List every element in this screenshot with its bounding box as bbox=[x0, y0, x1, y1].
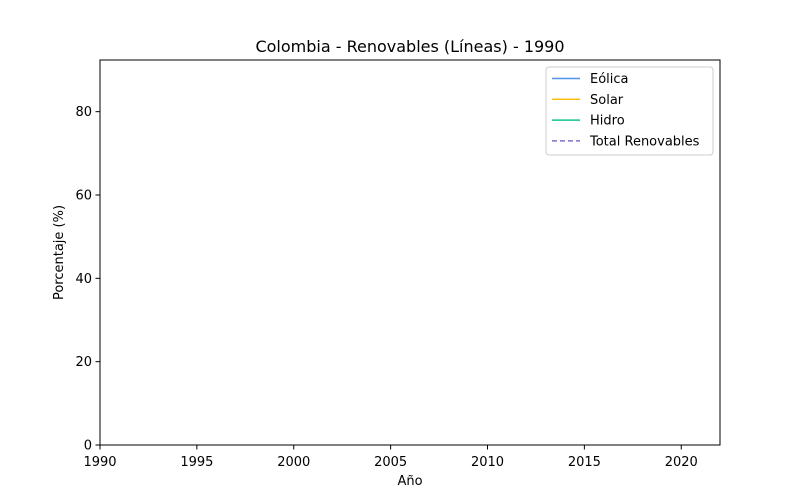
x-axis: 1990 1995 2000 2005 2010 2015 2020 bbox=[83, 445, 698, 470]
y-tick-label: 60 bbox=[75, 189, 92, 204]
x-tick-label: 2010 bbox=[471, 455, 504, 470]
y-tick-label: 40 bbox=[75, 272, 92, 287]
legend-label: Eólica bbox=[590, 72, 629, 87]
y-axis: 0 20 40 60 80 bbox=[75, 105, 100, 454]
y-tick-label: 0 bbox=[84, 439, 92, 454]
x-tick-label: 2000 bbox=[277, 455, 310, 470]
y-axis-label: Porcentaje (%) bbox=[52, 205, 67, 300]
y-tick-label: 20 bbox=[75, 355, 92, 370]
legend-label: Hidro bbox=[590, 114, 625, 129]
x-axis-label: Año bbox=[397, 474, 422, 489]
legend-box bbox=[545, 66, 714, 156]
plot-frame bbox=[99, 59, 721, 446]
x-tick-label: 2015 bbox=[568, 455, 601, 470]
legend-label: Total Renovables bbox=[589, 134, 700, 149]
x-tick-label: 1995 bbox=[180, 455, 213, 470]
x-tick-label: 2020 bbox=[665, 455, 698, 470]
y-tick-label: 80 bbox=[75, 105, 92, 120]
x-tick-label: 2005 bbox=[374, 455, 407, 470]
x-tick-label: 1990 bbox=[83, 455, 116, 470]
chart-title: Colombia - Renovables (Líneas) - 1990 bbox=[255, 37, 564, 56]
legend-label: Solar bbox=[590, 93, 624, 108]
legend: Eólica Solar Hidro Total Renovables bbox=[545, 66, 714, 156]
